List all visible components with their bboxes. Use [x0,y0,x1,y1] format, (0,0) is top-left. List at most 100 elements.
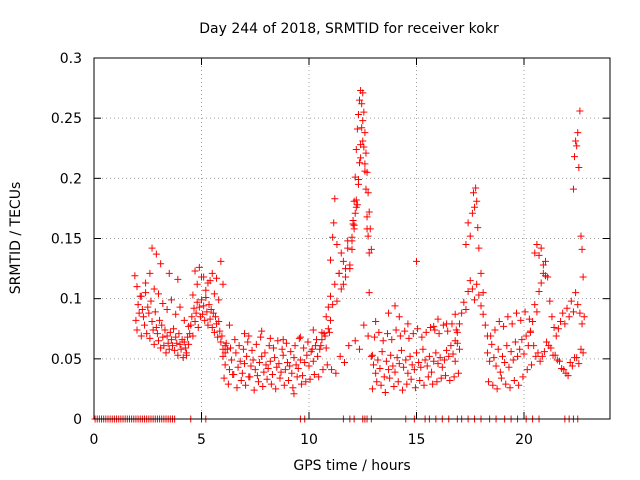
data-point [297,380,305,388]
data-point [359,117,367,125]
data-point [365,249,373,257]
data-point [160,342,168,350]
data-point [389,362,397,370]
data-point [191,318,199,326]
data-point [491,326,499,334]
data-point [273,363,281,371]
data-point [405,334,413,342]
data-point [201,316,209,324]
data-point [266,334,274,342]
data-point [354,111,362,119]
data-point [499,352,506,360]
data-point [167,296,175,304]
data-point [435,330,443,338]
x-tick-label: 20 [515,432,533,448]
data-point [362,149,370,157]
data-point [364,189,372,197]
data-point [202,286,210,294]
data-point [404,369,412,377]
data-point [277,368,285,376]
data-point [573,354,581,362]
data-point [210,290,218,298]
data-point [288,369,296,377]
data-point [519,373,527,381]
data-point [572,289,580,297]
data-point [352,203,360,211]
data-point [571,153,579,161]
data-point [575,164,583,172]
data-point [236,357,244,365]
data-point [189,291,197,299]
data-point [254,378,262,386]
data-point [144,303,152,311]
data-point [241,330,248,338]
data-point [548,313,556,321]
data-point [535,287,543,295]
x-tick-label: 10 [300,432,318,448]
data-point [379,337,387,345]
data-point [415,358,423,366]
data-point [431,326,439,334]
data-point [352,145,360,153]
data-point [310,370,318,378]
data-point [577,232,585,240]
data-point [445,352,453,360]
data-point [340,358,348,366]
data-point [378,348,386,356]
y-tick-label: 0.3 [60,51,82,67]
data-point [329,233,337,241]
data-point [419,345,427,353]
data-point [348,245,356,253]
data-point [138,305,146,313]
data-point [210,328,218,336]
data-point [493,385,501,393]
data-point [396,332,404,340]
data-point [367,352,375,360]
data-point [215,296,223,304]
data-point [381,389,389,397]
data-point [332,369,340,377]
data-point [410,366,418,374]
data-point [231,336,239,344]
data-point [151,308,159,316]
x-axis: 0 5 10 15 20 [90,58,533,448]
data-point [286,362,294,370]
data-point [564,372,572,380]
data-point [561,320,569,328]
data-point [488,340,496,348]
data-point [296,356,304,364]
data-point [494,345,502,353]
data-point [242,381,250,389]
data-point [279,351,287,359]
data-point [222,339,230,347]
data-point [409,330,417,338]
data-point [542,257,549,265]
data-point [232,349,240,357]
data-point [522,332,530,340]
data-point [507,348,515,356]
data-point [263,375,271,383]
data-point [563,304,571,312]
data-point [496,368,504,376]
data-point [453,328,461,336]
data-point [142,279,150,287]
data-point [360,321,368,329]
data-point [551,351,559,359]
data-point [342,265,350,273]
data-point [568,362,576,370]
data-point [475,291,483,299]
data-point [331,195,339,203]
data-point [569,308,577,316]
data-point [503,342,511,350]
data-point [395,313,403,321]
data-point [401,327,409,335]
data-point [569,185,577,193]
data-point [193,298,201,306]
data-point [485,378,493,386]
data-point [509,356,517,364]
data-point [302,378,310,386]
data-point [215,318,223,326]
data-point [152,324,160,332]
data-point [370,361,377,369]
